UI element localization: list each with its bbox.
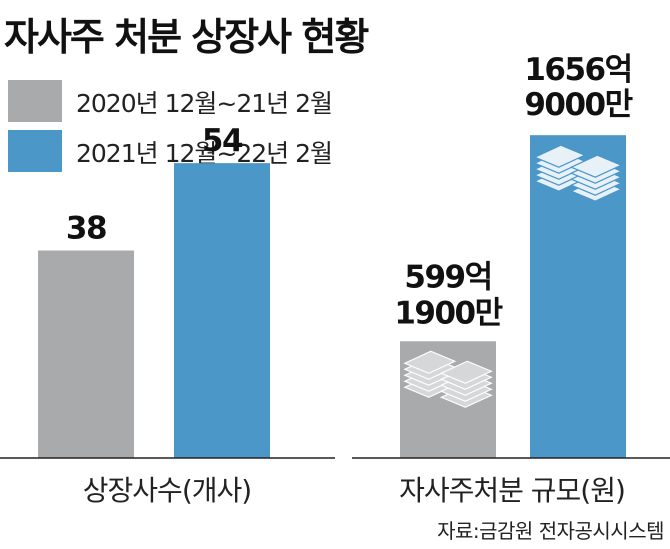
legend-label-prev: 2020년 12월~21년 2월 <box>76 89 332 118</box>
value-label-companies-curr: 54 <box>202 123 243 159</box>
panel-companies: 38 54 상장사수(개사) <box>0 123 335 507</box>
panel-amount: 599억 1900만 1656억 9000만 자사주처분 규모(원) <box>352 52 670 507</box>
value-label-amount-curr-line1: 1656억 <box>524 52 631 88</box>
bill-stack-icon <box>533 144 587 192</box>
bar-companies-prev <box>38 250 134 458</box>
bill-stack-icon <box>439 360 493 408</box>
axis-label-companies: 상장사수(개사) <box>83 474 251 507</box>
money-stack-icon-curr <box>533 144 623 202</box>
value-label-amount-prev-line2: 1900만 <box>394 295 502 331</box>
legend: 2020년 12월~21년 2월 2021년 12월~22년 2월 <box>8 80 333 172</box>
chart-title: 자사주 처분 상장사 현황 <box>4 15 369 59</box>
value-label-amount-curr-line2: 9000만 <box>524 87 632 123</box>
source-note: 자료:금감원 전자공시시스템 <box>437 519 664 543</box>
bar-companies-curr <box>174 163 270 458</box>
axis-label-amount: 자사주처분 규모(원) <box>399 474 625 507</box>
legend-swatch-curr <box>8 130 62 172</box>
value-label-companies-prev: 38 <box>66 211 106 247</box>
value-label-amount-prev-line1: 599억 <box>404 259 491 295</box>
money-stack-icon-prev <box>403 350 493 408</box>
bill-stack-icon <box>569 154 623 202</box>
legend-swatch-prev <box>8 80 62 122</box>
